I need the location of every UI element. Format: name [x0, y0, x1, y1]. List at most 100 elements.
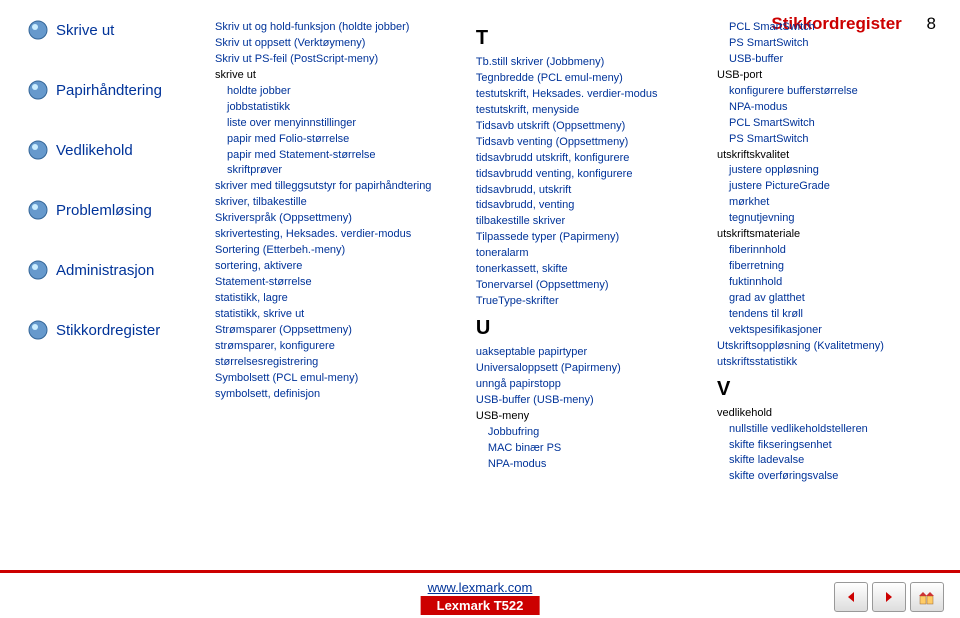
index-entry[interactable]: skifte ladevalse — [717, 453, 940, 469]
index-entry: utskriftskvalitet — [717, 148, 940, 164]
index-entry: USB-meny — [476, 409, 689, 425]
index-entry[interactable]: unngå papirstopp — [476, 377, 689, 393]
index-entry[interactable]: Sortering (Etterbeh.-meny) — [215, 243, 448, 259]
index-entry[interactable]: skriver, tilbakestille — [215, 195, 448, 211]
sidebar-item-0[interactable]: Skrive ut — [28, 20, 198, 40]
nav-next-button[interactable] — [872, 582, 906, 612]
index-entry[interactable]: TrueType-skrifter — [476, 294, 689, 310]
index-entry[interactable]: toneralarm — [476, 246, 689, 262]
index-entry[interactable]: papir med Statement-størrelse — [215, 148, 448, 164]
index-entry[interactable]: tonerkassett, skifte — [476, 262, 689, 278]
index-entry[interactable]: tidsavbrudd venting, konfigurere — [476, 167, 689, 183]
index-entry[interactable]: Tb.still skriver (Jobbmeny) — [476, 55, 689, 71]
index-entry[interactable]: PCL SmartSwitch — [717, 20, 940, 36]
index-entry[interactable]: skifte fikseringsenhet — [717, 438, 940, 454]
index-entry[interactable]: sortering, aktivere — [215, 259, 448, 275]
sidebar-item-label: Skrive ut — [56, 22, 114, 39]
footer-center: www.lexmark.com Lexmark T522 — [421, 580, 540, 615]
index-entry[interactable]: statistikk, lagre — [215, 291, 448, 307]
index-entry[interactable]: Tonervarsel (Oppsettmeny) — [476, 278, 689, 294]
index-entry[interactable]: justere oppløsning — [717, 163, 940, 179]
index-entry[interactable]: grad av glatthet — [717, 291, 940, 307]
index-entry[interactable]: Statement-størrelse — [215, 275, 448, 291]
index-entry[interactable]: Tegnbredde (PCL emul-meny) — [476, 71, 689, 87]
index-entry[interactable]: PCL SmartSwitch — [717, 116, 940, 132]
footer-model: Lexmark T522 — [421, 596, 540, 615]
index-entry[interactable]: tidsavbrudd, utskrift — [476, 183, 689, 199]
index-entry[interactable]: Skriv ut PS-feil (PostScript-meny) — [215, 52, 448, 68]
index-entry[interactable]: konfigurere bufferstørrelse — [717, 84, 940, 100]
index-entry[interactable]: papir med Folio-størrelse — [215, 132, 448, 148]
index-entry[interactable]: fiberinnhold — [717, 243, 940, 259]
sidebar-item-label: Vedlikehold — [56, 142, 133, 159]
footer: www.lexmark.com Lexmark T522 — [0, 570, 960, 618]
index-entry[interactable]: testutskrift, menyside — [476, 103, 689, 119]
index-entry[interactable]: størrelsesregistrering — [215, 355, 448, 371]
bullet-icon — [28, 200, 48, 220]
bullet-icon — [28, 320, 48, 340]
bullet-icon — [28, 140, 48, 160]
index-entry[interactable]: Strømsparer (Oppsettmeny) — [215, 323, 448, 339]
sidebar-item-5[interactable]: Stikkordregister — [28, 320, 198, 340]
index-entry[interactable]: skriver med tilleggsutstyr for papirhånd… — [215, 179, 448, 195]
index-entry[interactable]: NPA-modus — [476, 457, 689, 473]
index-entry[interactable]: tendens til krøll — [717, 307, 940, 323]
index-letter: U — [476, 314, 689, 343]
index-entry[interactable]: skriftprøver — [215, 163, 448, 179]
sidebar: Skrive ut Papirhåndtering Vedlikehold Probl… — [28, 20, 198, 380]
index-entry[interactable]: USB-buffer — [717, 52, 940, 68]
index-entry[interactable]: holdte jobber — [215, 84, 448, 100]
sidebar-item-1[interactable]: Papirhåndtering — [28, 80, 198, 100]
index-entry[interactable]: symbolsett, definisjon — [215, 387, 448, 403]
index-entry[interactable]: mørkhet — [717, 195, 940, 211]
sidebar-item-2[interactable]: Vedlikehold — [28, 140, 198, 160]
bullet-icon — [28, 260, 48, 280]
index-column-1: Skriv ut og hold-funksjon (holdte jobber… — [215, 20, 448, 485]
index-entry[interactable]: tegnutjevning — [717, 211, 940, 227]
index-entry[interactable]: Utskriftsoppløsning (Kvalitetmeny) — [717, 339, 940, 355]
sidebar-item-4[interactable]: Administrasjon — [28, 260, 198, 280]
index-entry[interactable]: nullstille vedlikeholdstelleren — [717, 422, 940, 438]
sidebar-item-3[interactable]: Problemløsing — [28, 200, 198, 220]
index-entry[interactable]: testutskrift, Heksades. verdier-modus — [476, 87, 689, 103]
sidebar-item-label: Papirhåndtering — [56, 82, 162, 99]
index-entry[interactable]: USB-buffer (USB-meny) — [476, 393, 689, 409]
index-entry[interactable]: Skriv ut og hold-funksjon (holdte jobber… — [215, 20, 448, 36]
index-entry[interactable]: Skriv ut oppsett (Verktøymeny) — [215, 36, 448, 52]
index-entry[interactable]: skrivertesting, Heksades. verdier-modus — [215, 227, 448, 243]
index-entry[interactable]: tidsavbrudd, venting — [476, 198, 689, 214]
index-entry[interactable]: Jobbufring — [476, 425, 689, 441]
index-entry[interactable]: NPA-modus — [717, 100, 940, 116]
nav-home-button[interactable] — [910, 582, 944, 612]
index-column-2: T Tb.still skriver (Jobbmeny)Tegnbredde (… — [476, 20, 689, 485]
index-entry: skrive ut — [215, 68, 448, 84]
index-entry[interactable]: Tilpassede typer (Papirmeny) — [476, 230, 689, 246]
index-entry[interactable]: Skriverspråk (Oppsettmeny) — [215, 211, 448, 227]
index-entry[interactable]: fuktinnhold — [717, 275, 940, 291]
index-entry[interactable]: Symbolsett (PCL emul-meny) — [215, 371, 448, 387]
index-content: Skriv ut og hold-funksjon (holdte jobber… — [215, 20, 940, 485]
index-entry[interactable]: liste over menyinnstillinger — [215, 116, 448, 132]
index-entry[interactable]: Tidsavb venting (Oppsettmeny) — [476, 135, 689, 151]
index-entry[interactable]: PS SmartSwitch — [717, 132, 940, 148]
index-entry[interactable]: jobbstatistikk — [215, 100, 448, 116]
index-entry[interactable]: tilbakestille skriver — [476, 214, 689, 230]
sidebar-item-label: Stikkordregister — [56, 322, 160, 339]
index-entry[interactable]: tidsavbrudd utskrift, konfigurere — [476, 151, 689, 167]
index-entry[interactable]: uakseptable papirtyper — [476, 345, 689, 361]
index-letter: T — [476, 24, 689, 53]
index-entry[interactable]: skifte overføringsvalse — [717, 469, 940, 485]
index-entry[interactable]: MAC binær PS — [476, 441, 689, 457]
nav-prev-button[interactable] — [834, 582, 868, 612]
index-entry[interactable]: vektspesifikasjoner — [717, 323, 940, 339]
index-entry[interactable]: Universaloppsett (Papirmeny) — [476, 361, 689, 377]
index-entry[interactable]: strømsparer, konfigurere — [215, 339, 448, 355]
index-entry[interactable]: PS SmartSwitch — [717, 36, 940, 52]
index-entry[interactable]: fiberretning — [717, 259, 940, 275]
index-entry[interactable]: statistikk, skrive ut — [215, 307, 448, 323]
index-entry[interactable]: justere PictureGrade — [717, 179, 940, 195]
footer-url[interactable]: www.lexmark.com — [421, 580, 540, 595]
index-entry[interactable]: utskriftsstatistikk — [717, 355, 940, 371]
index-entry[interactable]: Tidsavb utskrift (Oppsettmeny) — [476, 119, 689, 135]
index-letter: V — [717, 375, 940, 404]
